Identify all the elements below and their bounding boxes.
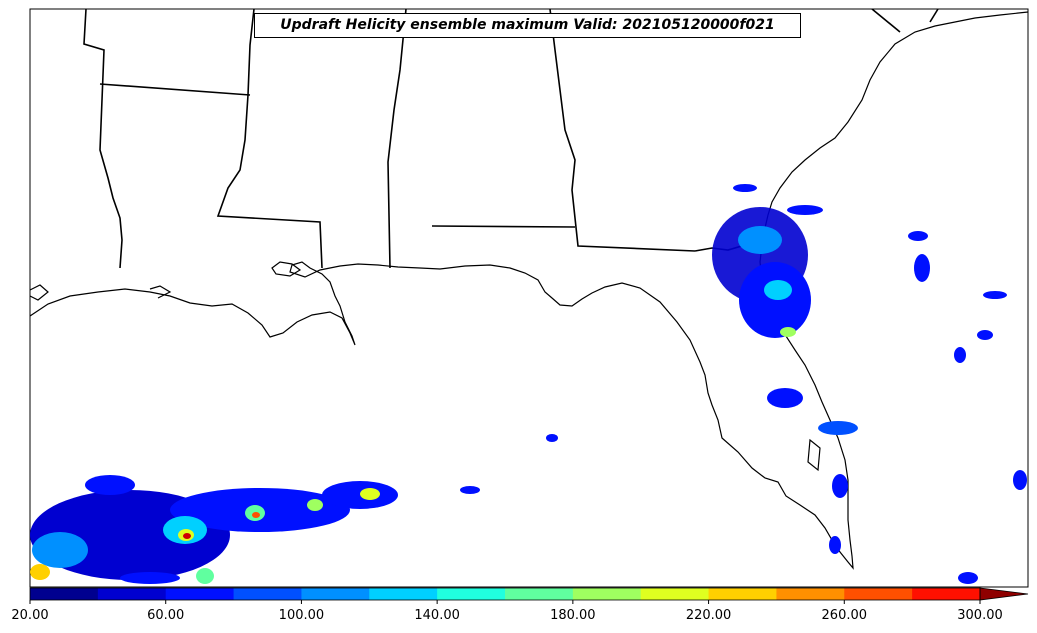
colorbar-tick-label: 140.00 xyxy=(414,608,460,623)
colorbar-tick-label: 300.00 xyxy=(957,608,1003,623)
colorbar-extend-arrow xyxy=(979,587,1029,601)
colorbar-segment xyxy=(233,588,302,600)
colorbar-segment xyxy=(844,588,913,600)
colorbar-segment xyxy=(505,588,574,600)
colorbar-segment xyxy=(97,588,167,600)
colorbar-outline xyxy=(29,587,981,601)
colorbar-tick-label: 260.00 xyxy=(821,608,868,623)
helicity-field-gulf xyxy=(30,475,398,584)
state-borders xyxy=(83,8,939,269)
colorbar-segment xyxy=(30,588,99,600)
map-frame xyxy=(29,8,1029,588)
colorbar-tick-label: 220.00 xyxy=(685,608,732,623)
colorbar-segment xyxy=(640,588,710,600)
colorbar xyxy=(29,587,1029,604)
colorbar-segment xyxy=(369,588,438,600)
colorbar-segment xyxy=(708,588,777,600)
colorbar-segment xyxy=(301,588,370,600)
colorbar-tick-label: 60.00 xyxy=(147,608,185,623)
colorbar-segment xyxy=(165,588,235,600)
colorbar-segment xyxy=(572,588,642,600)
colorbar-segment xyxy=(912,588,981,600)
colorbar-tick-label: 20.00 xyxy=(11,608,49,623)
map-title: Updraft Helicity ensemble maximum Valid:… xyxy=(254,13,801,38)
colorbar-tick-label: 100.00 xyxy=(278,608,325,623)
colorbar-segment xyxy=(437,588,506,600)
colorbar-segment xyxy=(776,588,845,600)
colorbar-tick-label: 180.00 xyxy=(550,608,596,623)
helicity-field-east xyxy=(460,184,1027,584)
